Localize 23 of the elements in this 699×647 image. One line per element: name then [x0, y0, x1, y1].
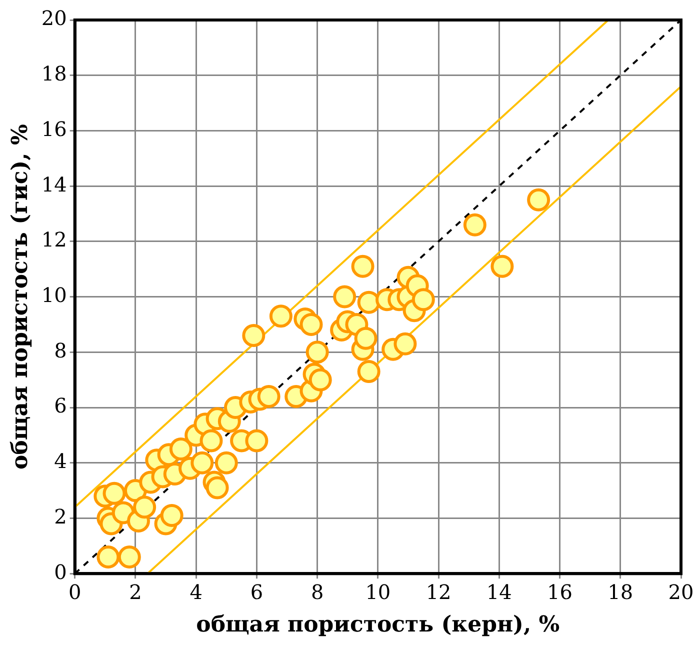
x-axis-title: общая пористость (керн), %: [196, 612, 560, 638]
y-tick-label: 2: [54, 504, 67, 528]
x-tick-label: 16: [547, 580, 572, 604]
x-tick-label: 8: [310, 580, 324, 604]
y-tick-label: 18: [41, 62, 67, 86]
x-tick-label: 2: [129, 580, 142, 604]
y-tick-label: 6: [54, 394, 67, 418]
x-tick-label: 18: [608, 580, 634, 604]
y-tick-label: 10: [41, 283, 67, 308]
y-tick-label: 14: [41, 172, 67, 196]
x-tick-label: 10: [365, 580, 391, 604]
y-tick-label: 4: [54, 449, 67, 474]
y-tick-label: 12: [41, 228, 67, 252]
y-tick-label: 16: [41, 116, 67, 141]
y-tick-label: 0: [54, 560, 67, 584]
y-tick-label: 20: [41, 6, 67, 30]
y-axis-title: общая пористость (гис), %: [6, 124, 33, 470]
x-tick-label: 12: [426, 580, 452, 604]
x-tick-label: 20: [668, 580, 694, 604]
y-tick-label: 8: [54, 338, 67, 362]
x-tick-label: 14: [486, 580, 512, 604]
x-tick-label: 6: [250, 580, 264, 604]
x-tick-label: 4: [190, 580, 202, 604]
